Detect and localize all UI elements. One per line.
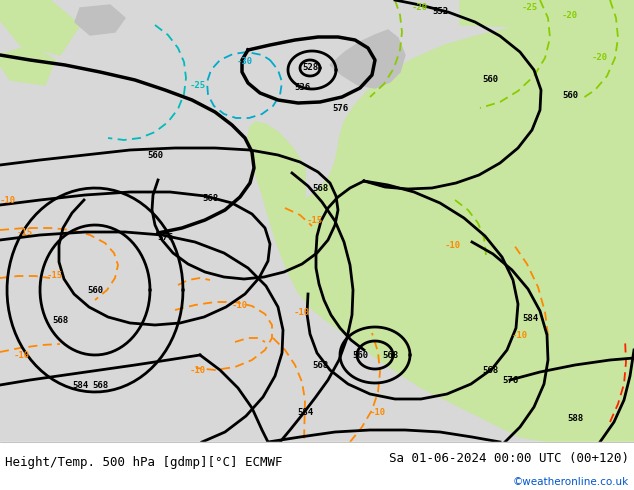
Text: -20: -20: [412, 3, 428, 13]
Text: Sa 01-06-2024 00:00 UTC (00+120): Sa 01-06-2024 00:00 UTC (00+120): [389, 451, 629, 465]
Text: -15: -15: [47, 270, 63, 279]
Text: 560: 560: [87, 286, 103, 294]
Text: 576: 576: [332, 103, 348, 113]
Text: -20: -20: [562, 10, 578, 20]
Text: 568: 568: [312, 183, 328, 193]
Text: ©weatheronline.co.uk: ©weatheronline.co.uk: [513, 477, 629, 487]
Text: -10: -10: [190, 366, 206, 374]
Text: -10: -10: [14, 350, 30, 360]
Text: -25: -25: [522, 3, 538, 13]
Text: -10: -10: [0, 196, 16, 204]
Polygon shape: [0, 0, 80, 55]
Text: -10: -10: [370, 408, 386, 416]
Text: 560: 560: [562, 91, 578, 99]
Text: 568: 568: [482, 366, 498, 374]
Text: -10: -10: [512, 330, 528, 340]
Text: 576: 576: [502, 375, 518, 385]
Polygon shape: [0, 45, 55, 85]
Text: -15: -15: [17, 227, 33, 237]
Text: 584: 584: [297, 408, 313, 416]
Text: -30: -30: [237, 57, 253, 67]
Text: -10: -10: [294, 308, 310, 317]
Polygon shape: [75, 5, 125, 35]
Text: 568: 568: [52, 316, 68, 324]
Text: -20: -20: [592, 53, 608, 63]
Text: -10: -10: [232, 300, 248, 310]
Text: 568: 568: [382, 350, 398, 360]
Text: 568: 568: [92, 381, 108, 390]
Text: 560: 560: [352, 350, 368, 360]
Text: Height/Temp. 500 hPa [gdmp][°C] ECMWF: Height/Temp. 500 hPa [gdmp][°C] ECMWF: [5, 456, 283, 468]
Text: 588: 588: [567, 414, 583, 422]
Text: 560: 560: [147, 150, 163, 160]
Text: 552: 552: [432, 7, 448, 17]
Polygon shape: [330, 30, 405, 88]
Text: -10: -10: [445, 241, 461, 249]
Text: -25: -25: [190, 80, 206, 90]
Text: 584: 584: [72, 381, 88, 390]
Text: 528: 528: [302, 64, 318, 73]
Text: 568: 568: [312, 361, 328, 369]
Text: 584: 584: [522, 314, 538, 322]
Polygon shape: [460, 0, 634, 30]
Text: 536: 536: [294, 83, 310, 93]
Text: -15: -15: [307, 216, 323, 224]
Text: 568: 568: [202, 194, 218, 202]
Polygon shape: [248, 0, 634, 442]
Text: 576: 576: [157, 232, 173, 242]
Text: 560: 560: [482, 75, 498, 84]
